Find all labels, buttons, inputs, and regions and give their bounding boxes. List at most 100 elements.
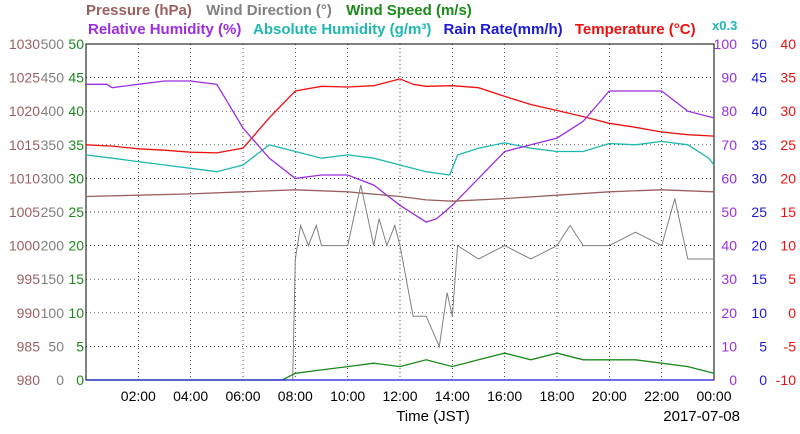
x-axis-date: 2017-07-08 bbox=[663, 408, 740, 425]
left-axes: 9809859909951000100510101015102010251030… bbox=[9, 36, 84, 388]
rain-tick-label: 30 bbox=[751, 170, 767, 186]
pressure-tick-label: 1005 bbox=[9, 204, 40, 220]
wind-speed-tick-label: 5 bbox=[76, 338, 84, 354]
wind-speed-tick-label: 10 bbox=[68, 305, 84, 321]
pressure-tick-label: 990 bbox=[17, 305, 41, 321]
series-line-temperature-c bbox=[85, 78, 715, 154]
series-line-pressure-hpa bbox=[85, 189, 715, 202]
x-tick-label: 12:00 bbox=[382, 388, 417, 404]
rain-tick-label: 5 bbox=[759, 338, 767, 354]
x-tick-label: 20:00 bbox=[592, 388, 627, 404]
wind-speed-tick-label: 35 bbox=[68, 137, 84, 153]
x-tick-label: 16:00 bbox=[487, 388, 522, 404]
pressure-tick-label: 1030 bbox=[9, 36, 40, 52]
humidity-tick-label: 0 bbox=[729, 372, 737, 388]
wind-direction-tick-label: 50 bbox=[48, 338, 64, 354]
rain-tick-label: 35 bbox=[751, 137, 767, 153]
pressure-tick-label: 985 bbox=[17, 338, 41, 354]
rain-tick-label: 20 bbox=[751, 238, 767, 254]
rain-tick-label: 10 bbox=[751, 305, 767, 321]
wind-direction-tick-label: 350 bbox=[41, 137, 65, 153]
pressure-tick-label: 1025 bbox=[9, 70, 40, 86]
temperature-tick-label: 0 bbox=[788, 305, 796, 321]
pressure-tick-label: 1020 bbox=[9, 103, 40, 119]
legend-temperature: Temperature (°C) bbox=[575, 21, 696, 38]
x-tick-label: 04:00 bbox=[173, 388, 208, 404]
x-tick-label: 08:00 bbox=[278, 388, 313, 404]
wind-direction-tick-label: 500 bbox=[41, 36, 65, 52]
wind-speed-tick-label: 25 bbox=[68, 204, 84, 220]
humidity-tick-label: 50 bbox=[721, 204, 737, 220]
humidity-tick-label: 20 bbox=[721, 305, 737, 321]
pressure-tick-label: 980 bbox=[17, 372, 41, 388]
rain-tick-label: 15 bbox=[751, 271, 767, 287]
humidity-tick-label: 90 bbox=[721, 70, 737, 86]
legend-scale-note: x0.3 bbox=[712, 18, 737, 33]
x-tick-label: 14:00 bbox=[435, 388, 470, 404]
x-axis-title: Time (JST) bbox=[396, 408, 470, 425]
right-axes: 0102030405060708090100051015202530354045… bbox=[714, 36, 797, 388]
temperature-tick-label: 30 bbox=[780, 103, 796, 119]
humidity-tick-label: 60 bbox=[721, 170, 737, 186]
humidity-tick-label: 80 bbox=[721, 103, 737, 119]
x-tick-label: 06:00 bbox=[225, 388, 260, 404]
temperature-tick-label: 15 bbox=[780, 204, 796, 220]
wind-direction-tick-label: 200 bbox=[41, 238, 65, 254]
rain-tick-label: 50 bbox=[751, 36, 767, 52]
rain-tick-label: 0 bbox=[759, 372, 767, 388]
pressure-tick-label: 995 bbox=[17, 271, 41, 287]
wind-direction-tick-label: 400 bbox=[41, 103, 65, 119]
temperature-tick-label: 40 bbox=[780, 36, 796, 52]
wind-speed-tick-label: 0 bbox=[76, 372, 84, 388]
x-tick-label: 02:00 bbox=[121, 388, 156, 404]
wind-speed-tick-label: 20 bbox=[68, 238, 84, 254]
pressure-tick-label: 1000 bbox=[9, 238, 40, 254]
temperature-tick-label: 5 bbox=[788, 271, 796, 287]
legend-relative-humidity: Relative Humidity (%) bbox=[88, 21, 241, 38]
plot-grid bbox=[86, 44, 714, 380]
x-tick-label: 18:00 bbox=[539, 388, 574, 404]
wind-speed-tick-label: 50 bbox=[68, 36, 84, 52]
chart-series bbox=[85, 78, 715, 381]
temperature-tick-label: 20 bbox=[780, 170, 796, 186]
rain-tick-label: 25 bbox=[751, 204, 767, 220]
wind-direction-tick-label: 150 bbox=[41, 271, 65, 287]
wind-direction-tick-label: 450 bbox=[41, 70, 65, 86]
rain-tick-label: 45 bbox=[751, 70, 767, 86]
x-tick-label: 00:00 bbox=[696, 388, 731, 404]
wind-direction-tick-label: 300 bbox=[41, 170, 65, 186]
humidity-tick-label: 100 bbox=[714, 36, 738, 52]
wind-direction-tick-label: 100 bbox=[41, 305, 65, 321]
legend-wind-direction: Wind Direction (°) bbox=[206, 2, 332, 19]
humidity-tick-label: 10 bbox=[721, 338, 737, 354]
temperature-tick-label: 35 bbox=[780, 70, 796, 86]
wind-direction-tick-label: 0 bbox=[56, 372, 64, 388]
series-line-relative-humidity bbox=[86, 80, 715, 223]
wind-speed-tick-label: 40 bbox=[68, 103, 84, 119]
temperature-tick-label: 25 bbox=[780, 137, 796, 153]
wind-speed-tick-label: 30 bbox=[68, 170, 84, 186]
legend-row-2: Relative Humidity (%) Absolute Humidity … bbox=[88, 21, 696, 38]
temperature-tick-label: -5 bbox=[784, 338, 797, 354]
humidity-tick-label: 30 bbox=[721, 271, 737, 287]
legend-wind-speed: Wind Speed (m/s) bbox=[346, 2, 472, 19]
wind-speed-tick-label: 45 bbox=[68, 70, 84, 86]
x-axis-ticks: 02:00 04:00 06:00 08:00 10:00 12:00 14:00 16:00… bbox=[121, 388, 732, 404]
temperature-tick-label: 10 bbox=[780, 238, 796, 254]
pressure-tick-label: 1010 bbox=[9, 170, 40, 186]
pressure-tick-label: 1015 bbox=[9, 137, 40, 153]
x-tick-label: 22:00 bbox=[644, 388, 679, 404]
wind-speed-tick-label: 15 bbox=[68, 271, 84, 287]
wind-direction-tick-label: 250 bbox=[41, 204, 65, 220]
x-tick-label: 10:00 bbox=[330, 388, 365, 404]
temperature-tick-label: -10 bbox=[776, 372, 796, 388]
legend-absolute-humidity: Absolute Humidity (g/m³) bbox=[253, 21, 431, 38]
humidity-tick-label: 70 bbox=[721, 137, 737, 153]
series-line-absolute-humidity-g-m bbox=[85, 140, 715, 176]
legend-rain-rate: Rain Rate(mm/h) bbox=[444, 21, 563, 38]
humidity-tick-label: 40 bbox=[721, 238, 737, 254]
series-line-wind-direction bbox=[292, 184, 714, 381]
series-line-wind-speed-m-s bbox=[86, 352, 715, 381]
legend-pressure: Pressure (hPa) bbox=[86, 2, 192, 19]
